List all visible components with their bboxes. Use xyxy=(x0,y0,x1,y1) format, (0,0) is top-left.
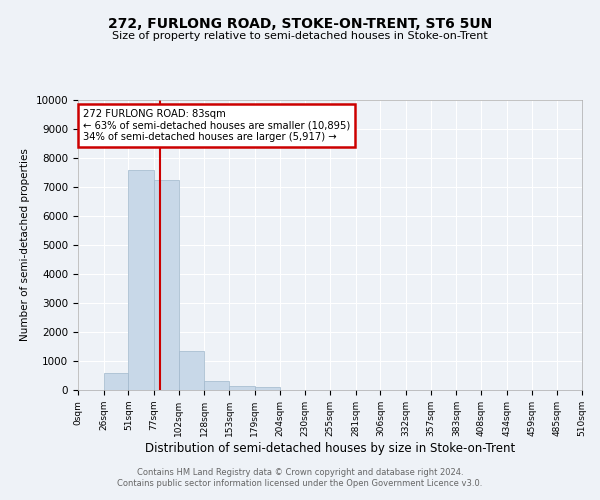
Bar xyxy=(229,386,255,390)
X-axis label: Distribution of semi-detached houses by size in Stoke-on-Trent: Distribution of semi-detached houses by … xyxy=(145,442,515,454)
Bar xyxy=(154,180,179,390)
Text: Size of property relative to semi-detached houses in Stoke-on-Trent: Size of property relative to semi-detach… xyxy=(112,31,488,41)
Text: Contains HM Land Registry data © Crown copyright and database right 2024.
Contai: Contains HM Land Registry data © Crown c… xyxy=(118,468,482,487)
Bar xyxy=(104,373,128,390)
Bar xyxy=(128,170,154,390)
Text: 272 FURLONG ROAD: 83sqm
← 63% of semi-detached houses are smaller (10,895)
34% o: 272 FURLONG ROAD: 83sqm ← 63% of semi-de… xyxy=(83,108,350,142)
Text: 272, FURLONG ROAD, STOKE-ON-TRENT, ST6 5UN: 272, FURLONG ROAD, STOKE-ON-TRENT, ST6 5… xyxy=(108,18,492,32)
Bar xyxy=(255,388,280,390)
Y-axis label: Number of semi-detached properties: Number of semi-detached properties xyxy=(20,148,30,342)
Bar xyxy=(205,382,229,390)
Bar xyxy=(179,352,205,390)
